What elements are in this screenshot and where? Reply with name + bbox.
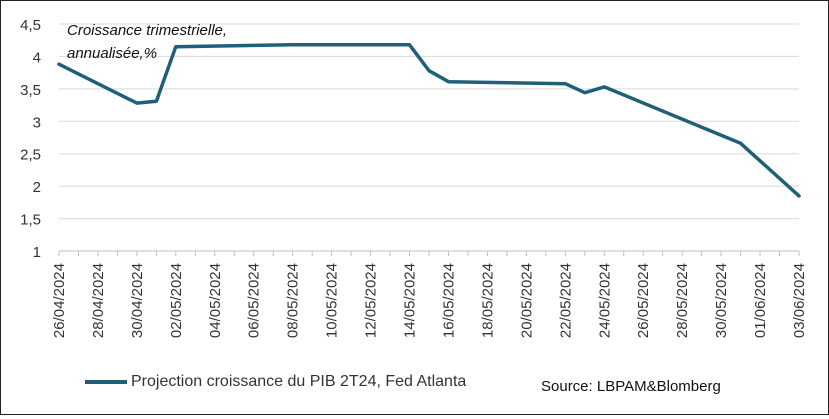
series-line: [57, 43, 801, 198]
x-tick-label: 01/06/2024: [752, 263, 769, 338]
legend-swatch: [85, 380, 127, 384]
y-tick-label: 1,5: [20, 212, 41, 229]
x-tick-label: 24/05/2024: [596, 263, 613, 338]
y-tick-label: 4: [33, 49, 41, 66]
x-tick-label: 20/05/2024: [518, 263, 535, 338]
x-tick-label: 18/05/2024: [479, 263, 496, 338]
y-tick-label: 4,5: [20, 17, 41, 34]
x-tick-label: 30/04/2024: [129, 263, 146, 338]
x-tick-label: 14/05/2024: [402, 263, 419, 338]
legend-label: Projection croissance du PIB 2T24, Fed A…: [131, 373, 467, 390]
x-tick-label: 04/05/2024: [207, 263, 224, 338]
x-tick-label: 26/04/2024: [51, 263, 68, 338]
gridlines: [59, 23, 799, 220]
y-tick-label: 1: [33, 244, 41, 261]
x-tick-label: 03/06/2024: [791, 263, 808, 338]
y-tick-label: 3: [33, 114, 41, 131]
x-tick-label: 10/05/2024: [324, 263, 341, 338]
y-tick-label: 3,5: [20, 82, 41, 99]
legend: Projection croissance du PIB 2T24, Fed A…: [85, 373, 466, 391]
y-axis: 4,5 4 3,5 3 2,5 2 1,5 1: [20, 17, 41, 261]
x-tick-label: 22/05/2024: [557, 263, 574, 338]
y-tick-label: 2: [33, 179, 41, 196]
x-tick-label: 28/04/2024: [90, 263, 107, 338]
y-tick-label: 2,5: [20, 147, 41, 164]
x-tick-label: 28/05/2024: [674, 263, 691, 338]
series-layer: [57, 43, 801, 198]
x-tick-label: 06/05/2024: [246, 263, 263, 338]
annotation-line-2: annualisée,%: [67, 45, 158, 62]
annotation-line-1: Croissance trimestrielle,: [67, 22, 228, 39]
x-axis: 26/04/2024 28/04/2024 30/04/2024 02/05/2024…: [51, 250, 808, 338]
x-tick-label: 02/05/2024: [168, 263, 185, 338]
chart-annotation: Croissance trimestrielle, annualisée,%: [67, 19, 227, 65]
x-tick-label: 16/05/2024: [440, 263, 457, 338]
x-tick-label: 12/05/2024: [363, 263, 380, 338]
x-tick-label: 30/05/2024: [713, 263, 730, 338]
x-tick-label: 08/05/2024: [285, 263, 302, 338]
x-tick-label: 26/05/2024: [635, 263, 652, 338]
source-note: Source: LBPAM&Blomberg: [541, 378, 721, 395]
